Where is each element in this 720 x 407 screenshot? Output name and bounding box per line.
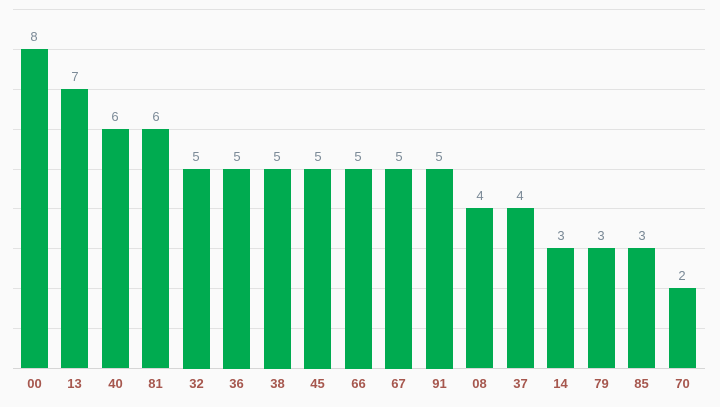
gridline — [13, 129, 705, 130]
bar-value-label: 5 — [395, 149, 403, 164]
bar[interactable] — [466, 208, 493, 368]
bar[interactable] — [426, 169, 453, 369]
bar[interactable] — [142, 129, 169, 368]
bar[interactable] — [61, 89, 88, 368]
x-axis-label: 45 — [310, 376, 325, 391]
gridline — [13, 49, 705, 50]
bar-value-label: 5 — [354, 149, 362, 164]
bar-value-label: 4 — [476, 188, 484, 203]
bar[interactable] — [507, 208, 534, 368]
x-axis-label: 70 — [675, 376, 690, 391]
x-axis-label: 91 — [432, 376, 447, 391]
x-axis-label: 08 — [472, 376, 487, 391]
x-axis-label: 32 — [189, 376, 204, 391]
x-axis-label: 38 — [270, 376, 285, 391]
bar[interactable] — [669, 288, 696, 368]
x-axis-label: 37 — [513, 376, 528, 391]
x-axis-label: 40 — [108, 376, 123, 391]
x-axis-label: 67 — [391, 376, 406, 391]
x-axis-label: 81 — [148, 376, 163, 391]
bar[interactable] — [183, 169, 210, 369]
x-axis-label: 14 — [553, 376, 568, 391]
x-axis-label: 13 — [67, 376, 82, 391]
x-axis-label: 79 — [594, 376, 609, 391]
x-axis-label: 00 — [27, 376, 42, 391]
bar[interactable] — [547, 248, 574, 368]
x-axis-label: 36 — [229, 376, 244, 391]
bar[interactable] — [385, 169, 412, 369]
bar-value-label: 6 — [111, 109, 119, 124]
bar[interactable] — [304, 169, 331, 369]
x-axis-label: 66 — [351, 376, 366, 391]
bar-value-label: 5 — [314, 149, 322, 164]
bar[interactable] — [264, 169, 291, 369]
bar-value-label: 5 — [435, 149, 443, 164]
gridline — [13, 9, 705, 10]
bar-value-label: 3 — [557, 228, 565, 243]
x-axis-label: 85 — [634, 376, 649, 391]
bar-value-label: 3 — [597, 228, 605, 243]
bar[interactable] — [223, 169, 250, 369]
bar-value-label: 5 — [192, 149, 200, 164]
bar-value-label: 3 — [638, 228, 646, 243]
bar-value-label: 2 — [678, 268, 686, 283]
bar-value-label: 4 — [516, 188, 524, 203]
bar[interactable] — [628, 248, 655, 368]
bar-value-label: 7 — [71, 69, 79, 84]
bar[interactable] — [102, 129, 129, 368]
bar[interactable] — [345, 169, 372, 369]
bar-value-label: 5 — [233, 149, 241, 164]
bar-value-label: 6 — [152, 109, 160, 124]
bar[interactable] — [21, 49, 48, 368]
bar[interactable] — [588, 248, 615, 368]
gridline — [13, 89, 705, 90]
bar-value-label: 8 — [30, 29, 38, 44]
bar-value-label: 5 — [273, 149, 281, 164]
